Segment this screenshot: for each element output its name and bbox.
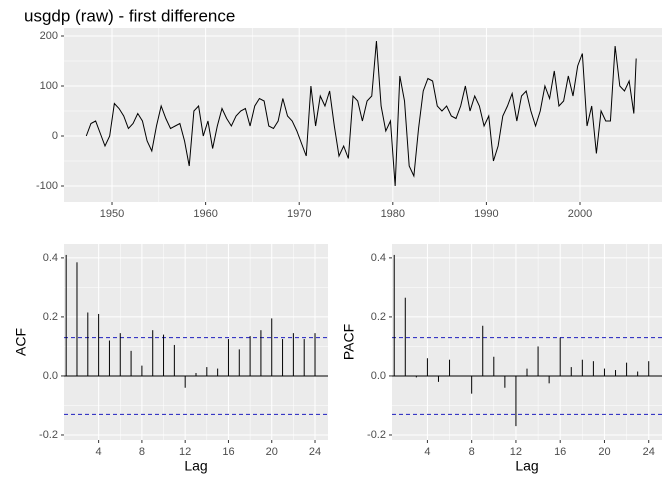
series-line [85,40,637,187]
x-tick-label: 2000 [568,208,592,220]
x-tick-label: 1970 [287,208,311,220]
x-axis-label: Lag [515,458,538,474]
x-tick-label: 20 [266,446,278,458]
y-tick-label: 100 [40,80,58,92]
x-axis-label: Lag [184,458,207,474]
x-tick-label: 8 [469,446,475,458]
x-tick-label: 4 [96,446,102,458]
x-tick-label: 1950 [100,208,124,220]
y-tick-label: 0.2 [43,311,58,323]
x-tick-label: 12 [179,446,191,458]
x-tick-label: 24 [643,446,655,458]
x-tick-label: 24 [309,446,321,458]
x-tick-label: 1990 [474,208,498,220]
y-tick-label: -0.2 [39,429,58,441]
y-tick-label: 0.0 [371,370,386,382]
x-tick-label: 20 [598,446,610,458]
y-tick-label: 200 [40,30,58,42]
panel-background [64,244,328,440]
y-tick-label: 0.0 [43,370,58,382]
panel-background [64,28,662,202]
chart-title: usgdp (raw) - first difference [24,6,235,25]
y-axis-label: PACF [341,324,357,360]
x-tick-label: 8 [139,446,145,458]
x-tick-label: 16 [222,446,234,458]
y-tick-label: -100 [36,180,58,192]
y-tick-label: 0.4 [43,252,58,264]
x-tick-label: 4 [424,446,430,458]
y-tick-label: 0 [52,130,58,142]
x-tick-label: 1960 [193,208,217,220]
x-tick-label: 12 [510,446,522,458]
y-axis-label: ACF [13,328,29,356]
panel-background [392,244,662,440]
y-tick-label: 0.2 [371,311,386,323]
y-tick-label: -0.2 [367,429,386,441]
x-tick-label: 16 [554,446,566,458]
y-tick-label: 0.4 [371,252,386,264]
x-tick-label: 1980 [381,208,405,220]
